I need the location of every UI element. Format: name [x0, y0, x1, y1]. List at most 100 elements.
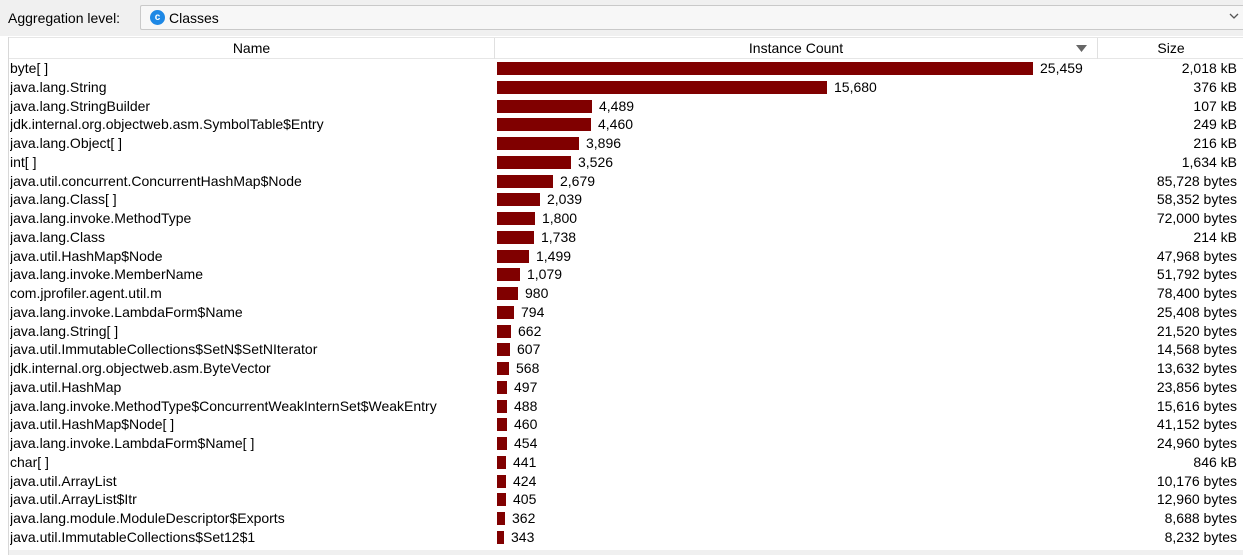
table-row[interactable]: java.lang.invoke.LambdaForm$Name 794 25,40… [9, 303, 1243, 322]
size-value: 8,232 bytes [1164, 528, 1237, 545]
size-value: 58,352 bytes [1156, 191, 1237, 208]
instance-count-cell: 4,460 [497, 115, 1097, 134]
table-row[interactable]: java.util.HashMap 497 23,856 bytes [9, 378, 1243, 397]
table-row[interactable]: jdk.internal.org.objectweb.asm.SymbolTab… [9, 115, 1243, 134]
size-value: 214 kB [1193, 228, 1237, 245]
instance-count-value: 2,039 [547, 191, 583, 208]
instance-count-value: 607 [517, 341, 541, 358]
instance-count-cell: 405 [497, 490, 1097, 509]
column-header-size[interactable]: Size [1157, 40, 1185, 56]
size-value: 78,400 bytes [1156, 285, 1237, 301]
instance-count-bar [497, 249, 529, 263]
table-row[interactable]: int[ ] 3,526 1,634 kB [9, 153, 1243, 172]
instance-count-bar [497, 268, 520, 282]
instance-count-value: 405 [513, 491, 537, 508]
class-name: java.lang.invoke.LambdaForm$Name[ ] [10, 435, 255, 451]
instance-count-value: 460 [514, 416, 538, 433]
instance-count-value: 980 [525, 285, 549, 301]
table-footer-strip [9, 550, 1243, 555]
table-row[interactable]: java.lang.module.ModuleDescriptor$Export… [9, 509, 1243, 528]
size-value: 1,634 kB [1181, 153, 1237, 170]
class-name: java.lang.Object[ ] [10, 135, 123, 151]
instance-count-bar [497, 437, 507, 450]
instance-count-value: 497 [514, 378, 538, 395]
size-value: 25,408 bytes [1156, 303, 1237, 320]
instance-count-value: 362 [512, 510, 536, 526]
table-row[interactable]: java.lang.Class[ ] 2,039 58,352 bytes [9, 190, 1243, 209]
table-row[interactable]: java.util.concurrent.ConcurrentHashMap$N… [9, 172, 1243, 191]
table-row[interactable]: java.lang.invoke.MethodType 1,800 72,000 b… [9, 209, 1243, 228]
column-header-instance-count[interactable]: Instance Count [495, 38, 1098, 59]
sort-descending-icon[interactable] [1076, 45, 1087, 52]
instance-count-cell: 980 [497, 284, 1097, 303]
instance-count-value: 4,489 [599, 97, 635, 114]
table-row[interactable]: com.jprofiler.agent.util.m 980 78,400 byte… [9, 284, 1243, 303]
instance-count-value: 488 [514, 397, 538, 414]
table-row[interactable]: java.util.ImmutableCollections$Set12$1 34… [9, 528, 1243, 547]
size-value: 2,018 kB [1181, 60, 1237, 76]
instance-count-bar [497, 137, 579, 150]
instance-count-bar [497, 193, 540, 207]
aggregation-level-select[interactable]: c Classes [140, 5, 1243, 30]
column-header-name[interactable]: Name [9, 38, 495, 59]
instance-count-bar [497, 343, 510, 357]
instance-count-cell: 1,499 [497, 247, 1097, 266]
size-value: 10,176 bytes [1156, 472, 1237, 489]
instance-count-bar [497, 118, 591, 132]
class-name: java.lang.invoke.LambdaForm$Name [10, 303, 243, 320]
instance-count-bar [497, 362, 509, 375]
table-row[interactable]: java.lang.StringBuilder 4,489 107 kB [9, 97, 1243, 116]
instance-count-bar [497, 380, 507, 394]
table-row[interactable]: java.lang.String 15,680 376 kB [9, 78, 1243, 97]
size-value: 12,960 bytes [1156, 491, 1237, 508]
class-name: java.util.ImmutableCollections$SetN$SetN… [10, 341, 318, 358]
instance-count-bar [497, 99, 592, 113]
instance-count-bar [497, 324, 511, 338]
table-row[interactable]: java.util.ImmutableCollections$SetN$SetN… [9, 340, 1243, 359]
table-row[interactable]: jdk.internal.org.objectweb.asm.ByteVecto… [9, 359, 1243, 378]
table-row[interactable]: java.util.ArrayList 424 10,176 bytes [9, 472, 1243, 491]
table-row[interactable]: java.lang.invoke.MethodType$ConcurrentWe… [9, 397, 1243, 416]
instance-count-cell: 424 [497, 472, 1097, 491]
instance-count-bar [497, 399, 507, 413]
instance-count-cell: 607 [497, 340, 1097, 359]
size-value: 24,960 bytes [1156, 435, 1237, 451]
class-name: java.lang.Class[ ] [10, 191, 117, 208]
size-value: 47,968 bytes [1156, 247, 1237, 264]
table-row[interactable]: java.lang.invoke.LambdaForm$Name[ ] 454 24… [9, 434, 1243, 453]
instance-count-cell: 2,679 [497, 172, 1097, 191]
instance-count-bar [497, 305, 514, 319]
table-row[interactable]: java.util.HashMap$Node 1,499 47,968 bytes [9, 247, 1243, 266]
instance-table: Name Instance Count Size byte[ ] 25,459 2,… [8, 37, 1243, 555]
table-row[interactable]: java.lang.invoke.MemberName 1,079 51,792 b… [9, 265, 1243, 284]
instance-count-value: 441 [513, 453, 537, 470]
table-header: Name Instance Count Size [9, 37, 1243, 59]
instance-count-cell: 568 [497, 359, 1097, 378]
size-value: 23,856 bytes [1156, 378, 1237, 395]
size-value: 85,728 bytes [1156, 172, 1237, 189]
instance-count-value: 794 [521, 303, 545, 320]
size-value: 846 kB [1193, 453, 1237, 470]
instance-count-cell: 497 [497, 378, 1097, 397]
table-row[interactable]: byte[ ] 25,459 2,018 kB [9, 59, 1243, 78]
table-row[interactable]: java.lang.Class 1,738 214 kB [9, 228, 1243, 247]
class-name: java.lang.String [10, 78, 107, 95]
instance-count-bar [497, 287, 518, 300]
instance-count-bar [497, 230, 534, 244]
table-row[interactable]: java.lang.String[ ] 662 21,520 bytes [9, 322, 1243, 341]
size-value: 14,568 bytes [1156, 341, 1237, 358]
table-row[interactable]: char[ ] 441 846 kB [9, 453, 1243, 472]
instance-count-bar [497, 530, 504, 544]
chevron-down-icon[interactable] [1229, 11, 1239, 21]
class-icon: c [150, 10, 165, 25]
class-name: java.lang.module.ModuleDescriptor$Export… [10, 510, 285, 526]
aggregation-level-value: Classes [169, 10, 219, 26]
instance-count-value: 2,679 [560, 172, 596, 189]
size-value: 51,792 bytes [1156, 266, 1237, 283]
instance-count-value: 3,896 [586, 135, 622, 151]
table-row[interactable]: java.util.HashMap$Node[ ] 460 41,152 bytes [9, 415, 1243, 434]
instance-count-cell: 441 [497, 453, 1097, 472]
table-row[interactable]: java.util.ArrayList$Itr 405 12,960 bytes [9, 490, 1243, 509]
table-row[interactable]: java.lang.Object[ ] 3,896 216 kB [9, 134, 1243, 153]
size-value: 8,688 bytes [1164, 510, 1237, 526]
